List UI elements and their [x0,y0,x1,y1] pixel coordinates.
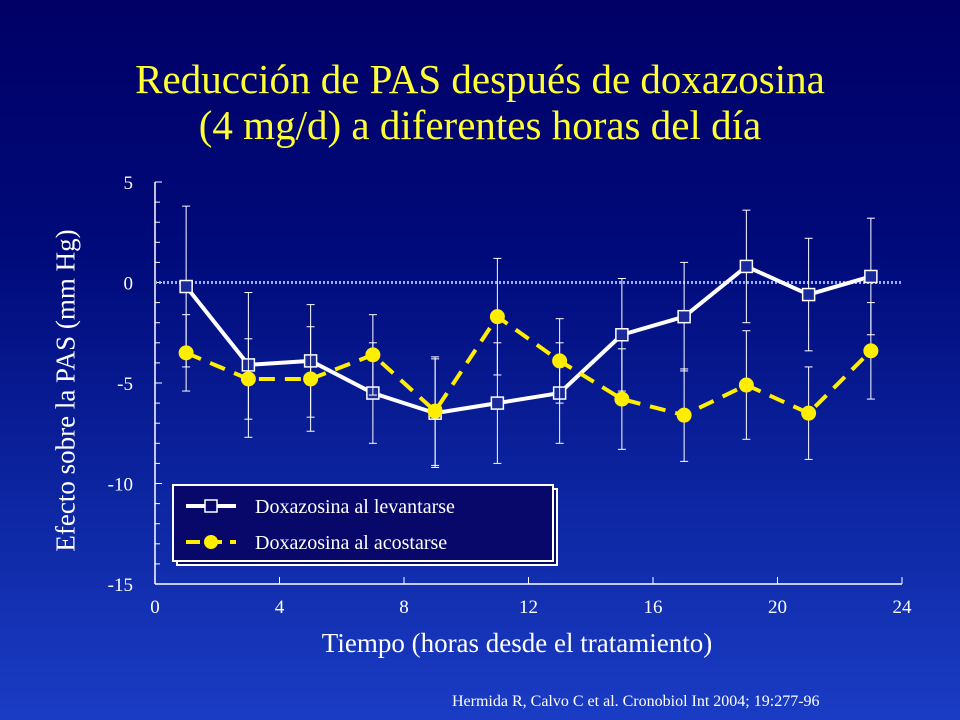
x-axis-label: Tiempo (horas desde el tratamiento) [321,628,713,658]
x-tick-label: 8 [399,597,409,618]
citation: Hermida R, Calvo C et al. Cronobiol Int … [452,693,820,710]
chart-title: Reducción de PAS después de doxazosina (… [0,56,960,148]
data-point [615,328,629,342]
series-line [184,264,872,416]
y-tick-label: 0 [124,274,134,295]
data-point [179,279,193,294]
series-line [185,314,873,418]
legend: Doxazosina al levantarse Doxazosina al ac… [172,484,558,566]
series-acostarse [178,257,879,466]
data-point [365,347,381,363]
data-point [178,345,194,361]
data-point [490,396,505,410]
y-axis-label: Efecto sobre la PAS (mm Hg) [50,229,81,552]
data-point [677,309,691,324]
legend-label: Doxazosina al acostarse [255,532,447,554]
chart-title-line2: (4 mg/d) a diferentes horas del día [198,102,762,148]
y-tick-label: -10 [108,475,133,496]
x-tick-label: 24 [893,597,913,618]
series-levantarse [179,205,878,468]
x-tick-label: 0 [150,597,160,618]
data-point [801,287,816,302]
x-tick-label: 20 [768,597,787,618]
data-point [427,403,443,419]
data-point [489,309,505,325]
legend-swatch-marker [204,499,218,513]
data-point [676,407,692,423]
data-point [240,371,256,387]
data-point [739,259,754,274]
data-point [801,405,817,421]
data-point [303,371,319,387]
y-tick-label: -5 [117,374,133,395]
legend-box-front [172,484,554,562]
legend-label: Doxazosina al levantarse [255,496,455,518]
legend-swatch-marker [204,535,218,549]
x-tick-label: 12 [519,597,538,618]
x-tick-label: 4 [275,597,285,618]
y-tick-label: -15 [108,575,133,596]
data-point [738,377,754,393]
data-point [863,343,879,359]
data-point [864,269,878,284]
data-point [614,391,630,407]
data-point [552,353,568,369]
chart-title-line1: Reducción de PAS después de doxazosina [135,56,825,102]
x-tick-label: 16 [644,597,663,618]
y-tick-label: 5 [124,173,134,194]
